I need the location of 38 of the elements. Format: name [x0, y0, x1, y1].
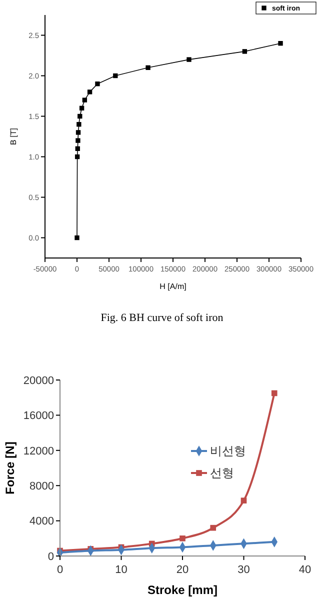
- point: [146, 65, 150, 70]
- point: [271, 390, 278, 396]
- point: [75, 146, 80, 151]
- point: [113, 73, 118, 78]
- x-tick-label: 10: [115, 564, 128, 576]
- point: [242, 49, 248, 54]
- point: [95, 82, 100, 86]
- y-axis-title: Force [N]: [3, 442, 17, 494]
- point: [79, 106, 84, 110]
- y-tick-label: 8000: [30, 480, 54, 492]
- x-axis-title: Stroke [mm]: [147, 583, 218, 597]
- x-tick-label: 40: [298, 564, 312, 576]
- point: [87, 90, 92, 94]
- point: [278, 41, 283, 46]
- point: [78, 114, 82, 119]
- point: [74, 235, 80, 240]
- x-tick-label: 30: [238, 564, 250, 576]
- y-tick-label: 12000: [23, 445, 54, 458]
- y-tick-label: 0: [48, 550, 54, 563]
- y-tick-label: 4000: [30, 516, 54, 528]
- point: [82, 98, 88, 102]
- y-tick-label: 20000: [23, 374, 54, 387]
- x-axis-title: H [A/m]: [160, 282, 186, 291]
- x-tick-label: 0: [56, 564, 64, 576]
- point: [76, 130, 81, 135]
- point: [76, 138, 80, 143]
- x-tick-label: 20: [176, 564, 189, 576]
- y-tick-label: 16000: [23, 410, 54, 422]
- y-axis-title: B [T]: [9, 128, 18, 145]
- point: [180, 535, 186, 542]
- legend-label: 비선형: [210, 444, 246, 458]
- point: [210, 524, 216, 531]
- legend-label: 선형: [210, 466, 234, 480]
- point: [240, 498, 247, 504]
- point: [186, 57, 192, 62]
- caption: Fig. 6 BH curve of soft iron: [100, 312, 224, 324]
- point: [76, 122, 82, 127]
- point: [74, 154, 80, 160]
